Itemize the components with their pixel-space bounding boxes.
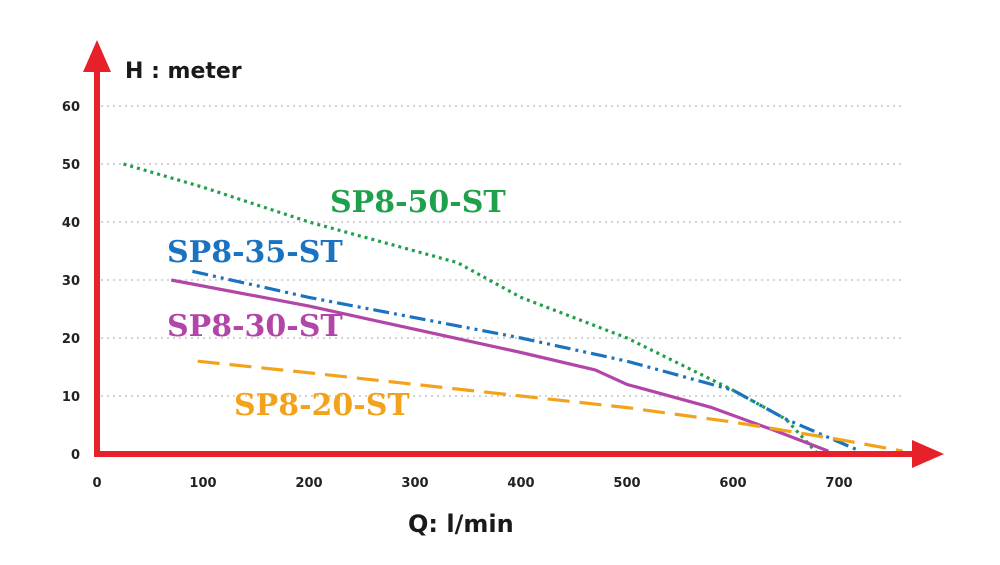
- x-axis-title: Q: l/min: [408, 510, 514, 538]
- series-line-sp8-50-st: [123, 162, 819, 456]
- x-tick-500: 500: [613, 476, 640, 491]
- series-line-sp8-20-st: [197, 359, 903, 453]
- label-sp8-30-st: SP8-30-ST: [167, 309, 343, 344]
- series-labels: SP8-50-ST SP8-35-ST SP8-30-ST SP8-20-ST: [167, 185, 506, 423]
- grid-lines: [101, 105, 905, 397]
- x-tick-100: 100: [189, 476, 216, 491]
- y-tick-60: 60: [62, 100, 80, 115]
- series-lines: [123, 162, 903, 456]
- y-tick-20: 20: [62, 332, 80, 347]
- label-sp8-20-st: SP8-20-ST: [234, 388, 410, 423]
- y-tick-0: 0: [71, 448, 80, 463]
- y-tick-10: 10: [62, 390, 80, 405]
- y-axis-title: H : meter: [125, 59, 242, 84]
- x-tick-400: 400: [507, 476, 534, 491]
- x-tick-0: 0: [92, 476, 101, 491]
- series-line-sp8-35-st: [192, 269, 861, 453]
- axes: [83, 40, 944, 468]
- x-tick-300: 300: [401, 476, 428, 491]
- y-tick-50: 50: [62, 158, 80, 173]
- y-tick-40: 40: [62, 216, 80, 231]
- x-tick-200: 200: [295, 476, 322, 491]
- label-sp8-50-st: SP8-50-ST: [330, 185, 506, 220]
- y-tick-30: 30: [62, 274, 80, 289]
- y-axis-arrow-icon: [83, 40, 111, 72]
- x-tick-700: 700: [825, 476, 852, 491]
- x-tick-600: 600: [719, 476, 746, 491]
- series-line-sp8-30-st: [170, 278, 829, 453]
- label-sp8-35-st: SP8-35-ST: [167, 235, 343, 270]
- x-axis-arrow-icon: [912, 440, 944, 468]
